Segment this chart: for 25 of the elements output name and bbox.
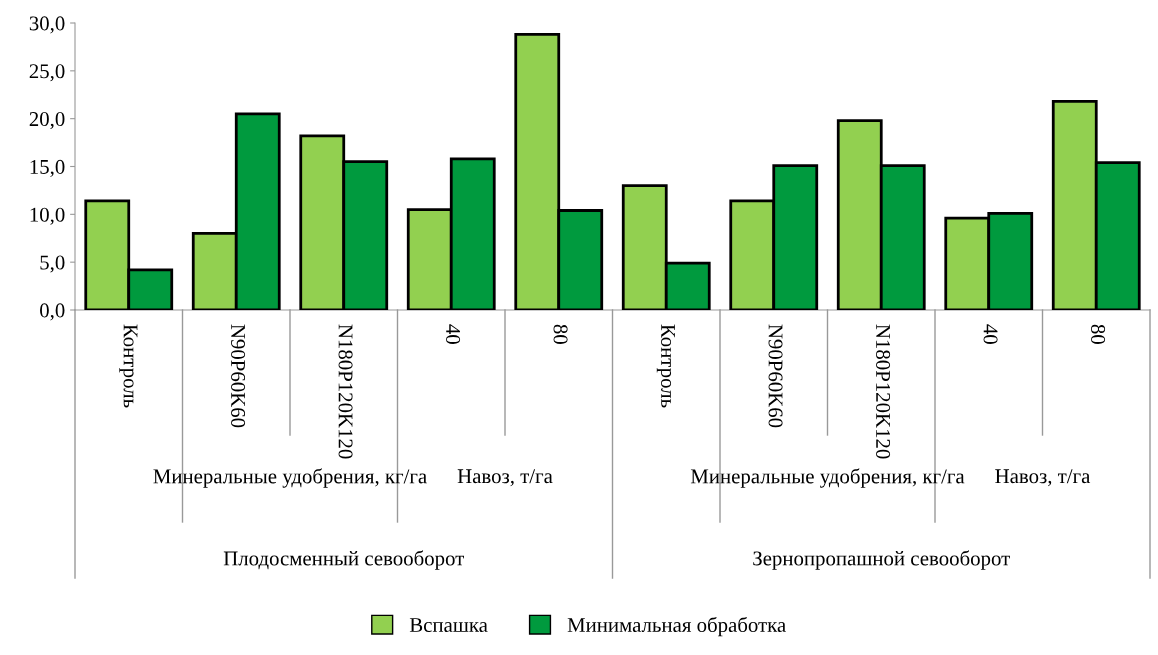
legend-label: Минимальная обработка — [567, 616, 786, 637]
y-tick-label: 5,0 — [40, 255, 65, 273]
text: Навоз, т/га — [457, 469, 553, 487]
text: Зернопропашной севооборот — [753, 550, 1010, 570]
x-tick-label: 80 — [1091, 324, 1106, 344]
text: Минеральные удобрения, кг/га — [153, 468, 427, 488]
y-tick-label: 30,0 — [29, 16, 65, 34]
x-tick-label: Контроль — [656, 324, 675, 408]
x-tick-label: N90P60K60 — [768, 324, 783, 428]
text: Минеральные удобрения, кг/га — [690, 468, 965, 488]
y-tick-label: 25,0 — [29, 64, 65, 82]
y-tick-label: 0,0 — [40, 303, 65, 321]
y-tick-label: 10,0 — [30, 207, 65, 225]
x-tick-label: N90P60K60 — [231, 324, 246, 428]
x-tick-label: N180P120K120 — [338, 324, 353, 459]
x-tick-label: Контроль — [119, 324, 138, 408]
x-tick-label: N180P120K120 — [876, 324, 891, 459]
text: Навоз, т/га — [995, 469, 1091, 487]
y-tick-label: 20,0 — [29, 112, 65, 130]
text: Плодосменный севооборот — [223, 550, 464, 570]
y-tick-label: 15,0 — [30, 159, 65, 177]
x-tick-label: 40 — [983, 324, 998, 344]
legend-label: Вспашка — [409, 618, 488, 633]
x-tick-label: 40 — [446, 324, 461, 344]
x-tick-label: 80 — [553, 324, 568, 344]
